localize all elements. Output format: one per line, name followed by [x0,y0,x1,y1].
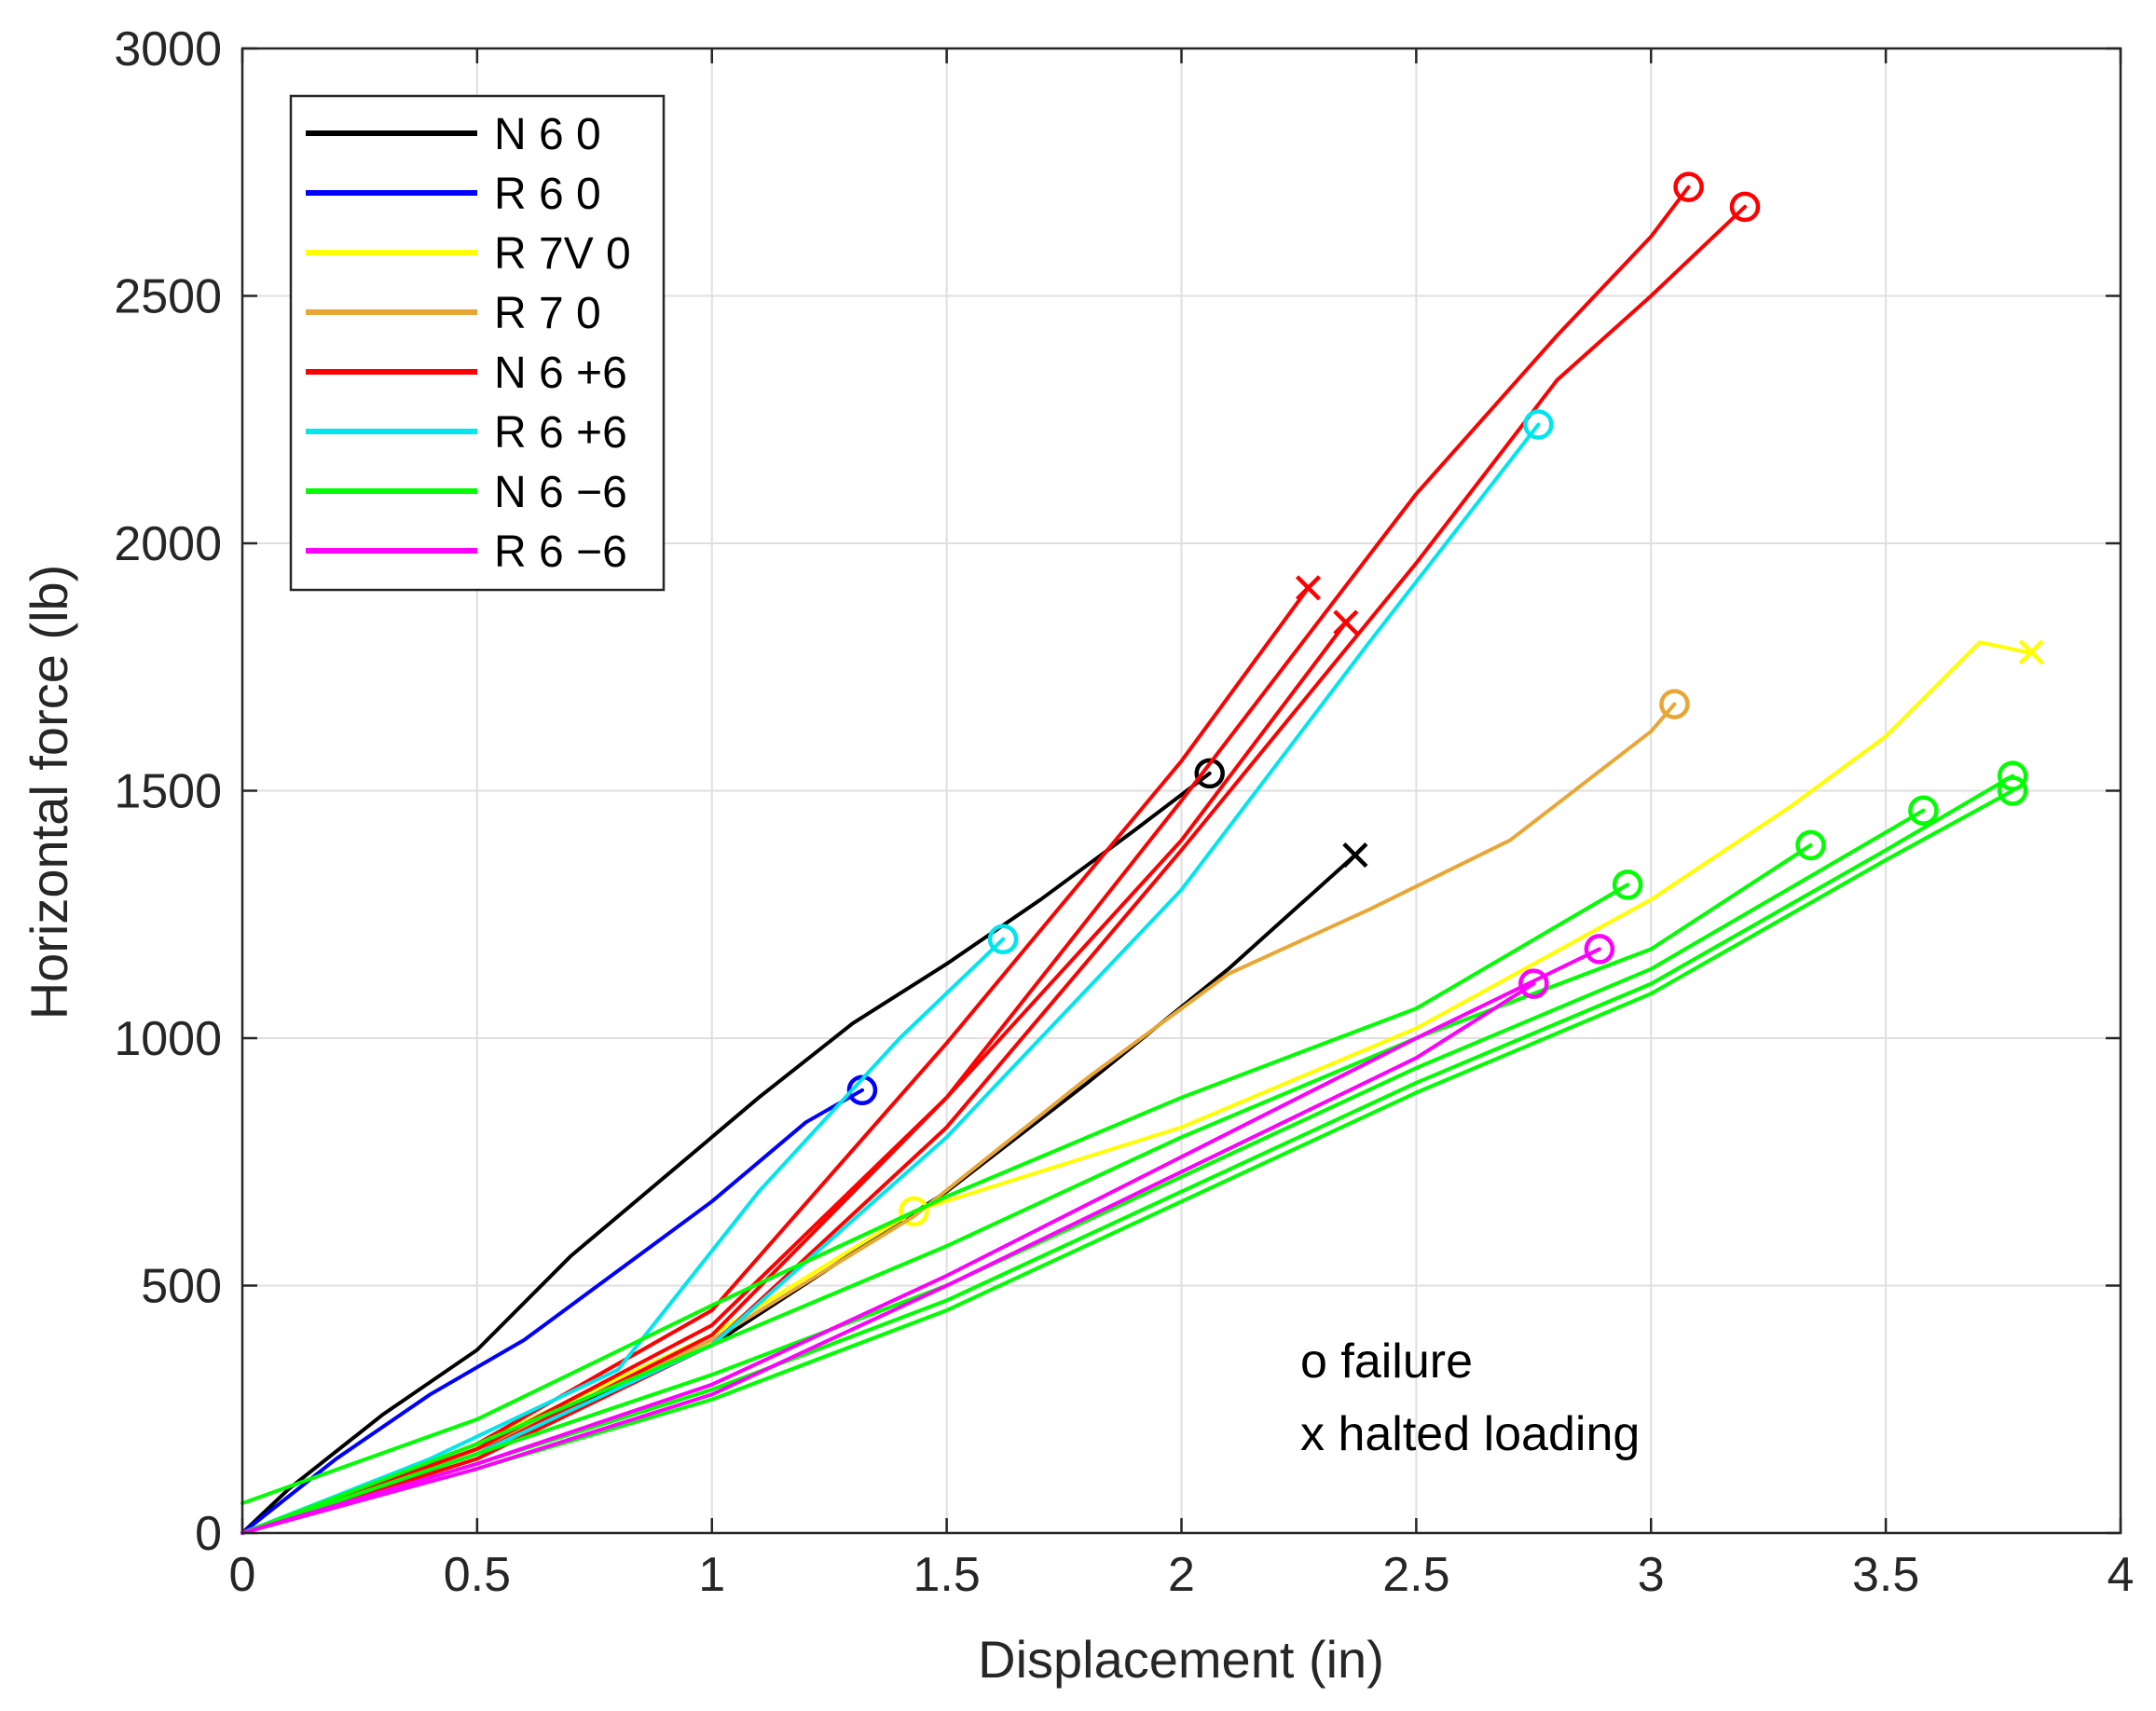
series-layer [240,171,2044,1535]
x-tick-label: 1.5 [913,1548,980,1602]
legend-item-r-7v-0: R 7V 0 [306,229,631,279]
series-r-6-minus6 [240,934,1615,1535]
series-line-n-6-minus6-1 [240,883,1630,1506]
halted-marker [1295,575,1322,601]
series-line-n-6-0-1 [240,771,1212,1535]
failure-marker [1729,191,1761,223]
failure-marker [1612,869,1643,900]
series-line-r-6-minus6-1 [240,981,1536,1535]
failure-marker [1997,760,2028,791]
series-line-n-6-minus6-2 [240,842,1813,1535]
legend-box [289,94,666,592]
legend-label: R 7V 0 [494,229,631,279]
failure-marker [987,924,1019,955]
legend-item-r-6-0: R 6 0 [306,170,601,219]
failure-marker [899,1196,929,1227]
y-axis-title: Horizontal force (lb) [20,565,78,1020]
y-tick-label: 3000 [114,22,222,76]
failure-marker [1673,171,1704,202]
series-line-r-6-0-1 [240,1088,864,1535]
failure-marker [1523,409,1554,440]
series-line-n-6-plus6-2 [240,204,1747,1535]
series-line-r-7v-0-1 [240,640,2029,1535]
y-tick-labels: 0 500 1000 1500 2000 2500 3000 [114,22,2121,1561]
x-tick-label: 2 [1168,1548,1195,1602]
x-tick-label: 3.5 [1852,1548,1919,1602]
legend-item-r-7-0: R 7 0 [306,289,601,338]
y-tick-label: 2000 [114,517,222,571]
failure-marker [1997,775,2028,806]
series-line-n-6-plus6-1 [240,185,1691,1535]
legend: N 6 0 R 6 0 R 7V 0 R 7 0 N 6 +6 R 6 +6 N 6 −6 R… [289,94,666,592]
legend-item-n-6-0: N 6 0 [306,110,601,159]
y-tick-label: 500 [141,1260,222,1314]
legend-item-n-6-plus6: N 6 +6 [306,349,627,398]
halted-marker [2018,639,2044,665]
y-tick-label: 0 [195,1507,222,1561]
x-tick-label: 3 [1638,1548,1665,1602]
failure-marker [1908,795,1939,826]
failure-marker [1584,934,1615,965]
legend-label: N 6 −6 [494,468,627,517]
x-tick-label: 1 [698,1548,725,1602]
x-tick-label: 0 [229,1548,256,1602]
legend-item-r-6-plus6: R 6 +6 [306,408,627,458]
x-tick-label: 4 [2108,1548,2135,1602]
legend-label: N 6 +6 [494,349,627,398]
failure-marker [1795,829,1826,861]
legend-label: R 6 0 [494,170,601,219]
legend-label: R 7 0 [494,289,601,338]
legend-label: R 6 −6 [494,527,627,577]
x-tick-labels: 0 0.5 1 1.5 2 2.5 3 3.5 4 [229,48,2135,1602]
series-r-7v-0 [240,639,2044,1535]
legend-label: N 6 0 [494,110,601,159]
y-tick-label: 1500 [114,765,222,819]
failure-marker [1659,689,1690,719]
y-tick-label: 2500 [114,270,222,324]
failure-marker [1518,968,1549,999]
x-tick-label: 2.5 [1382,1548,1449,1602]
legend-item-n-6-minus6: N 6 −6 [306,468,627,517]
series-line-n-6-minus6-3 [240,808,1926,1535]
series-line-r-6-minus6-2 [240,947,1601,1535]
x-axis-title: Displacement (in) [978,1630,1384,1689]
series-line-r-6-plus6-1 [240,937,1006,1535]
y-tick-label: 1000 [114,1012,222,1066]
annotation-halted-loading: x halted loading [1300,1407,1640,1461]
halted-marker [1342,842,1368,869]
annotation-failure: o failure [1300,1335,1473,1389]
failure-marker [1194,758,1225,789]
halted-marker [1333,609,1359,636]
legend-item-r-6-minus6: R 6 −6 [306,527,627,577]
legend-label: R 6 +6 [494,408,627,458]
x-tick-label: 0.5 [444,1548,511,1602]
